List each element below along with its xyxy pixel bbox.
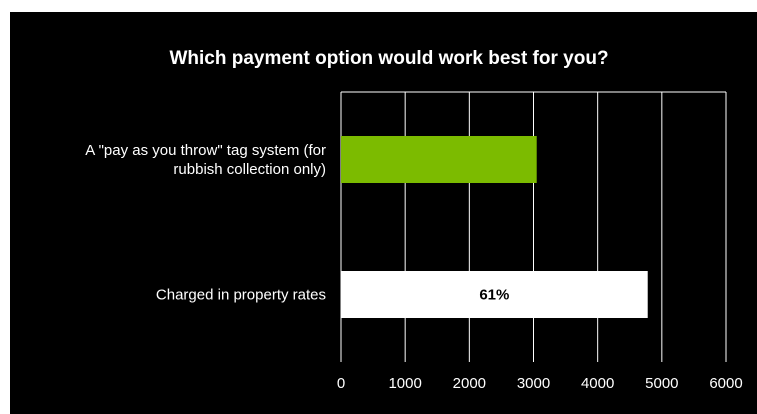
x-tick-label: 2000	[453, 375, 486, 392]
x-tick-label: 5000	[645, 375, 678, 392]
category-label: Charged in property rates	[156, 287, 326, 304]
x-tick-label: 4000	[581, 375, 614, 392]
bar	[341, 271, 648, 318]
chart-panel: Which payment option would work best for…	[10, 12, 757, 414]
bar	[341, 136, 537, 183]
bar-layer	[341, 136, 648, 318]
category-label: rubbish collection only)	[173, 161, 326, 178]
x-tick-label: 0	[337, 375, 345, 392]
x-tick-label: 6000	[709, 375, 742, 392]
x-tick-label: 3000	[517, 375, 550, 392]
category-label: A "pay as you throw" tag system (for	[85, 142, 326, 159]
label-layer: 0 1000 2000 3000 4000 5000 6000 A "pay as you t…	[85, 142, 742, 392]
grid-layer	[340, 91, 727, 362]
chart-title: Which payment option would work best for…	[169, 48, 608, 69]
x-tick-label: 1000	[388, 375, 421, 392]
data-label: 61%	[479, 287, 509, 304]
bar-chart: Which payment option would work best for…	[85, 48, 742, 392]
